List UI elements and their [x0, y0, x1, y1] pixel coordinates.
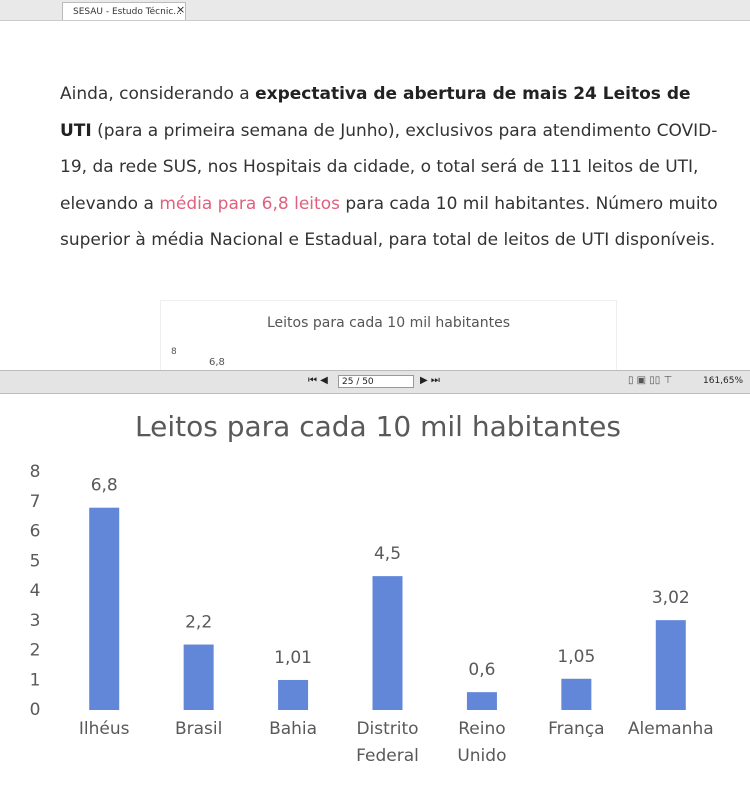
nav-next[interactable]: ▶ ⏭	[420, 375, 440, 386]
y-tick-label: 2	[30, 641, 41, 661]
preview-title: Leitos para cada 10 mil habitantes	[267, 315, 510, 331]
y-tick-label: 0	[30, 700, 41, 720]
bar	[655, 620, 686, 710]
x-tick-label: França	[548, 719, 605, 739]
y-tick-label: 5	[30, 551, 41, 571]
y-tick-label: 4	[30, 581, 41, 601]
toolbar: ⏮ ◀ 25 / 50 ▶ ⏭ ▯ ▣ ▯▯ ⊤ 161,65%	[0, 370, 750, 394]
y-tick-label: 8	[30, 462, 41, 482]
chart-svg: Leitos para cada 10 mil habitantes 0 1 2 3 4…	[30, 410, 690, 720]
x-tick-label: Brasil	[174, 719, 223, 739]
view-buttons[interactable]: ▯ ▣ ▯▯ ⊤	[628, 375, 673, 386]
bold-text: expectativa de abertura de mais 24 Leito…	[60, 84, 691, 141]
tab[interactable]: SESAU - Estudo Técnic...	[62, 2, 186, 20]
bar	[466, 692, 497, 710]
text: para cada 10 mil habitantes. Número muit…	[60, 193, 718, 251]
page-select[interactable]: 25 / 50	[338, 375, 414, 388]
preview-label: 6,8	[209, 357, 225, 368]
bar	[278, 679, 309, 710]
chart-preview: Leitos para cada 10 mil habitantes 8 6,8	[160, 300, 617, 373]
x-tick-label: Distrito Federal	[356, 719, 419, 766]
chart-title: Leitos para cada 10 mil habitantes	[135, 410, 621, 443]
tab-close[interactable]: ×	[176, 3, 186, 16]
value-label: 1,01	[274, 648, 312, 668]
value-label: 3,02	[652, 588, 690, 608]
tab-bar: SESAU - Estudo Técnic... ×	[0, 0, 750, 21]
x-tick-label: Reino Unido	[457, 719, 507, 766]
value-label: 4,5	[374, 544, 401, 564]
chart: Leitos para cada 10 mil habitantes 0 1 2 3 4…	[0, 392, 750, 790]
bar	[89, 507, 120, 710]
y-tick-label: 3	[30, 611, 41, 631]
paragraph: Ainda, considerando a expectativa de abe…	[60, 76, 725, 259]
bar	[372, 576, 403, 710]
text: Ainda, considerando a	[60, 84, 256, 104]
y-tick-label: 7	[30, 492, 41, 512]
x-tick-label: Ilhéus	[78, 719, 130, 739]
preview-tick: 8	[171, 347, 177, 357]
bar	[561, 678, 592, 710]
nav-prev[interactable]: ⏮ ◀	[308, 375, 328, 386]
value-label: 2,2	[185, 613, 212, 633]
y-tick-label: 1	[30, 670, 41, 690]
bar	[183, 644, 214, 710]
zoom[interactable]: 161,65%	[703, 376, 744, 386]
y-tick-label: 6	[30, 522, 41, 542]
value-label: 1,05	[557, 647, 595, 667]
value-label: 6,8	[91, 476, 118, 496]
text: (para a primeira semana de Junho), exclu…	[60, 120, 718, 214]
highlight-text: média para 6,8 leitos	[159, 193, 340, 214]
value-label: 0,6	[468, 660, 495, 680]
x-tick-label: Bahia	[269, 719, 318, 739]
x-tick-label: Alemanha	[627, 719, 714, 739]
